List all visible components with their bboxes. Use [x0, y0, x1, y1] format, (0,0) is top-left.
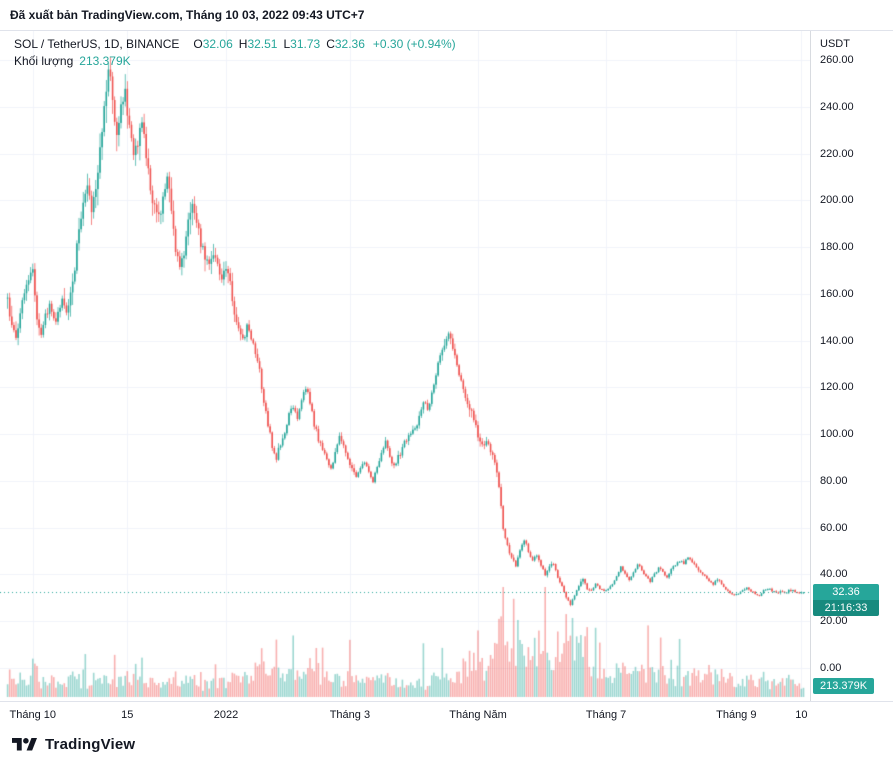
legend-row-symbol: SOL / TetherUS, 1D, BINANCE O32.06 H32.51 L… [14, 36, 456, 53]
ohlc-close-value: 32.36 [334, 37, 365, 51]
ohlc-close-label: C [326, 37, 335, 51]
price-tick-label: 220.00 [820, 147, 854, 160]
time-axis-label: Tháng 7 [585, 709, 627, 721]
ohlc-open-label: O [193, 37, 203, 51]
price-tick-label: 180.00 [820, 241, 854, 254]
time-axis[interactable]: Tháng 10 15 2022 Tháng 3 Tháng Năm Tháng 7 Thá… [0, 702, 810, 728]
price-tick-label: 160.00 [820, 287, 854, 300]
time-axis-label: Tháng 3 [329, 709, 371, 721]
publish-bar: Đã xuất bản TradingView.com, Tháng 10 03… [0, 0, 893, 30]
volume-value: 213.379K [79, 54, 131, 68]
price-tick-label: 20.00 [820, 615, 848, 628]
published-text: Đã xuất bản TradingView.com, Tháng 10 03… [10, 8, 365, 22]
legend-row-volume: Khối lượng 213.379K [14, 53, 456, 70]
volume-axis-badge: 213.379K [813, 678, 875, 694]
price-tick-label: 260.00 [820, 54, 854, 66]
ohlc-high-label: H [238, 37, 248, 51]
price-axis-currency: USDT [820, 38, 850, 50]
footer: TradingView [0, 727, 893, 762]
price-tick-label: 40.00 [820, 568, 848, 581]
time-axis-row: Tháng 10 15 2022 Tháng 3 Tháng Năm Tháng 7 Thá… [0, 701, 893, 728]
ohlc-low-value: 31.73 [290, 37, 321, 51]
time-axis-label: Tháng 10 [9, 709, 57, 721]
candlestick-chart[interactable] [0, 31, 810, 701]
chart-container: SOL / TetherUS, 1D, BINANCE O32.06 H32.51 L… [0, 30, 893, 728]
ohlc-change: +0.30 (+0.94%) [372, 37, 456, 51]
ohlc-high-value: 32.51 [247, 37, 278, 51]
price-axis[interactable]: USDT 32.36 21:16:33 213.379K 260.00 240.0… [810, 31, 893, 728]
symbol-title[interactable]: SOL / TetherUS, 1D, BINANCE [14, 37, 180, 51]
last-price-badge: 32.36 21:16:33 [813, 584, 879, 617]
last-price-value: 32.36 [813, 584, 879, 601]
time-axis-label: 10 [795, 709, 808, 721]
symbol-legend: SOL / TetherUS, 1D, BINANCE O32.06 H32.51 L… [14, 36, 456, 70]
tradingview-logo-icon [12, 737, 37, 751]
time-axis-label: 15 [121, 709, 134, 721]
ohlc-low-label: L [283, 37, 291, 51]
volume-label[interactable]: Khối lượng [14, 54, 74, 68]
plot-area: SOL / TetherUS, 1D, BINANCE O32.06 H32.51 L… [0, 31, 810, 701]
price-tick-label: 140.00 [820, 334, 854, 347]
brand-name: TradingView [45, 736, 136, 753]
price-tick-label: 240.00 [820, 100, 854, 113]
bar-countdown: 21:16:33 [813, 600, 879, 617]
price-tick-label: 80.00 [820, 474, 848, 487]
price-tick-label: 200.00 [820, 194, 854, 207]
price-tick-label: 60.00 [820, 521, 848, 534]
price-tick-label: 100.00 [820, 428, 854, 441]
price-tick-label: 0.00 [820, 662, 842, 674]
price-tick-label: 120.00 [820, 381, 854, 394]
time-axis-label: 2022 [213, 709, 239, 721]
time-axis-label: Tháng 9 [716, 709, 757, 721]
ohlc-open-value: 32.06 [202, 37, 233, 51]
time-axis-label: Tháng Năm [449, 709, 507, 721]
